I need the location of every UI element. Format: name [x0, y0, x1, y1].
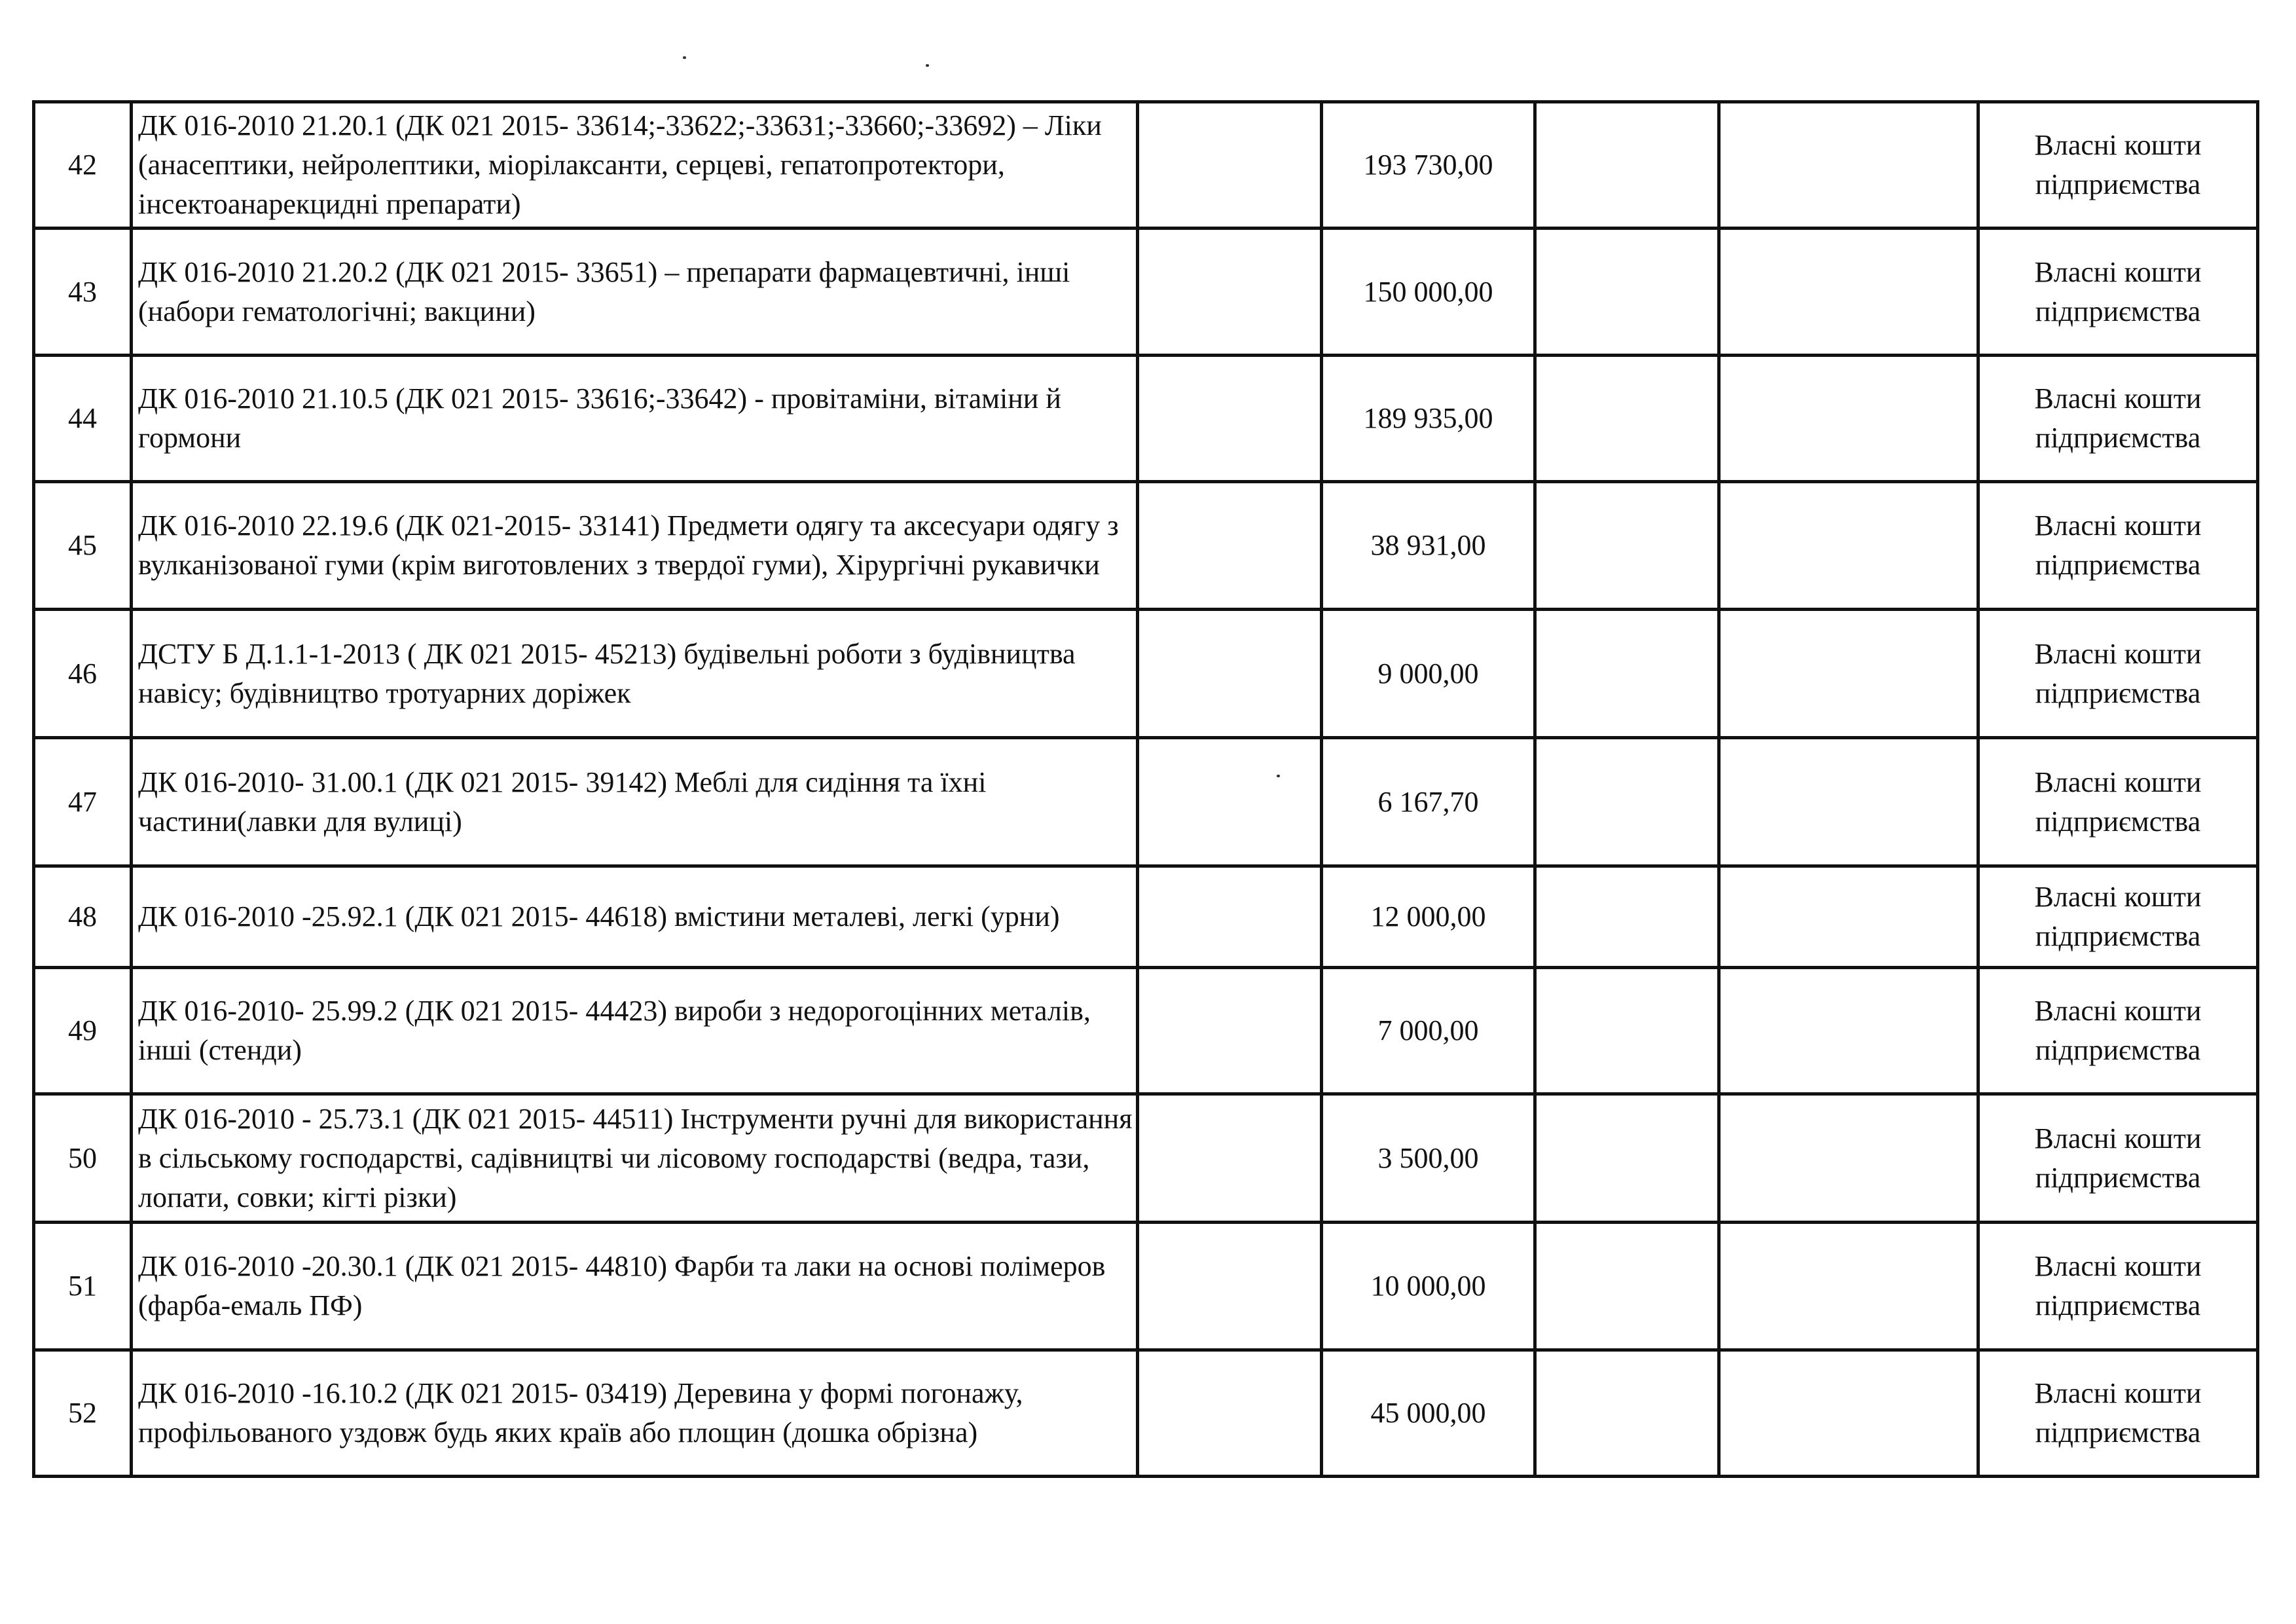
item-description: ДК 016-2010 -16.10.2 (ДК 021 2015- 03419…	[130, 1348, 1139, 1478]
empty-cell	[1533, 1092, 1721, 1224]
table-row: 42 ДК 016-2010 21.20.1 (ДК 021 2015- 3361…	[32, 100, 2259, 230]
funding-source: Власні кошти підприємства	[1977, 1092, 2259, 1224]
item-description: ДК 016-2010 - 25.73.1 (ДК 021 2015- 4451…	[130, 1092, 1139, 1224]
amount-cell: 9 000,00	[1320, 608, 1537, 739]
amount-cell: 150 000,00	[1320, 227, 1537, 357]
empty-cell	[1136, 227, 1323, 357]
empty-cell	[1533, 480, 1721, 611]
item-description: ДК 016-2010 22.19.6 (ДК 021-2015- 33141)…	[130, 480, 1139, 611]
empty-cell	[1136, 100, 1323, 230]
item-description: ДК 016-2010 -25.92.1 (ДК 021 2015- 44618…	[130, 864, 1139, 969]
empty-cell	[1533, 608, 1721, 739]
empty-cell	[1533, 354, 1721, 483]
amount-cell: 6 167,70	[1320, 736, 1537, 868]
funding-source: Власні кошти підприємства	[1977, 1348, 2259, 1478]
empty-cell	[1136, 1348, 1323, 1478]
item-description: ДСТУ Б Д.1.1-1-2013 ( ДК 021 2015- 45213…	[130, 608, 1139, 739]
row-number: 49	[32, 966, 133, 1096]
item-description: ДК 016-2010 -20.30.1 (ДК 021 2015- 44810…	[130, 1221, 1139, 1352]
amount-cell: 38 931,00	[1320, 480, 1537, 611]
empty-cell	[1533, 736, 1721, 868]
row-number: 45	[32, 480, 133, 611]
funding-source: Власні кошти підприємства	[1977, 227, 2259, 357]
empty-cell	[1717, 736, 1980, 868]
row-number: 44	[32, 354, 133, 483]
empty-cell	[1136, 966, 1323, 1096]
table-row: 45 ДК 016-2010 22.19.6 (ДК 021-2015- 3314…	[32, 480, 2259, 611]
row-number: 50	[32, 1092, 133, 1224]
scan-speck	[1277, 775, 1280, 777]
empty-cell	[1717, 1092, 1980, 1224]
row-number: 47	[32, 736, 133, 868]
amount-cell: 45 000,00	[1320, 1348, 1537, 1478]
empty-cell	[1136, 864, 1323, 969]
empty-cell	[1717, 864, 1980, 969]
table-row: 44 ДК 016-2010 21.10.5 (ДК 021 2015- 3361…	[32, 354, 2259, 483]
empty-cell	[1717, 1221, 1980, 1352]
amount-cell: 7 000,00	[1320, 966, 1537, 1096]
empty-cell	[1136, 1221, 1323, 1352]
empty-cell	[1717, 354, 1980, 483]
amount-cell: 12 000,00	[1320, 864, 1537, 969]
item-description: ДК 016-2010 21.20.2 (ДК 021 2015- 33651)…	[130, 227, 1139, 357]
procurement-table: 42 ДК 016-2010 21.20.1 (ДК 021 2015- 3361…	[32, 100, 2259, 1478]
funding-source: Власні кошти підприємства	[1977, 608, 2259, 739]
funding-source: Власні кошти підприємства	[1977, 1221, 2259, 1352]
item-description: ДК 016-2010- 25.99.2 (ДК 021 2015- 44423…	[130, 966, 1139, 1096]
empty-cell	[1533, 1221, 1721, 1352]
funding-source: Власні кошти підприємства	[1977, 966, 2259, 1096]
funding-source: Власні кошти підприємства	[1977, 100, 2259, 230]
row-number: 48	[32, 864, 133, 969]
item-description: ДК 016-2010 21.10.5 (ДК 021 2015- 33616;…	[130, 354, 1139, 483]
funding-source: Власні кошти підприємства	[1977, 736, 2259, 868]
amount-cell: 193 730,00	[1320, 100, 1537, 230]
empty-cell	[1136, 480, 1323, 611]
empty-cell	[1717, 1348, 1980, 1478]
row-number: 43	[32, 227, 133, 357]
empty-cell	[1717, 966, 1980, 1096]
amount-cell: 10 000,00	[1320, 1221, 1537, 1352]
scan-speck	[683, 56, 686, 59]
empty-cell	[1533, 227, 1721, 357]
table-row: 43 ДК 016-2010 21.20.2 (ДК 021 2015- 3365…	[32, 227, 2259, 357]
empty-cell	[1136, 736, 1323, 868]
table-row: 49 ДК 016-2010- 25.99.2 (ДК 021 2015- 444…	[32, 966, 2259, 1096]
amount-cell: 3 500,00	[1320, 1092, 1537, 1224]
funding-source: Власні кошти підприємства	[1977, 354, 2259, 483]
item-description: ДК 016-2010 21.20.1 (ДК 021 2015- 33614;…	[130, 100, 1139, 230]
row-number: 51	[32, 1221, 133, 1352]
empty-cell	[1717, 227, 1980, 357]
table-row: 46 ДСТУ Б Д.1.1-1-2013 ( ДК 021 2015- 452…	[32, 608, 2259, 739]
empty-cell	[1136, 1092, 1323, 1224]
table-row: 52 ДК 016-2010 -16.10.2 (ДК 021 2015- 034…	[32, 1348, 2259, 1478]
row-number: 52	[32, 1348, 133, 1478]
empty-cell	[1533, 100, 1721, 230]
empty-cell	[1533, 864, 1721, 969]
row-number: 46	[32, 608, 133, 739]
empty-cell	[1533, 1348, 1721, 1478]
row-number: 42	[32, 100, 133, 230]
empty-cell	[1136, 354, 1323, 483]
table-row: 51 ДК 016-2010 -20.30.1 (ДК 021 2015- 448…	[32, 1221, 2259, 1352]
empty-cell	[1717, 480, 1980, 611]
item-description: ДК 016-2010- 31.00.1 (ДК 021 2015- 39142…	[130, 736, 1139, 868]
table-row: 47 ДК 016-2010- 31.00.1 (ДК 021 2015- 391…	[32, 736, 2259, 868]
amount-cell: 189 935,00	[1320, 354, 1537, 483]
funding-source: Власні кошти підприємства	[1977, 480, 2259, 611]
funding-source: Власні кошти підприємства	[1977, 864, 2259, 969]
empty-cell	[1717, 100, 1980, 230]
empty-cell	[1136, 608, 1323, 739]
table-row: 48 ДК 016-2010 -25.92.1 (ДК 021 2015- 446…	[32, 864, 2259, 969]
empty-cell	[1533, 966, 1721, 1096]
scan-speck	[926, 64, 929, 67]
empty-cell	[1717, 608, 1980, 739]
table-row: 50 ДК 016-2010 - 25.73.1 (ДК 021 2015- 44…	[32, 1092, 2259, 1224]
